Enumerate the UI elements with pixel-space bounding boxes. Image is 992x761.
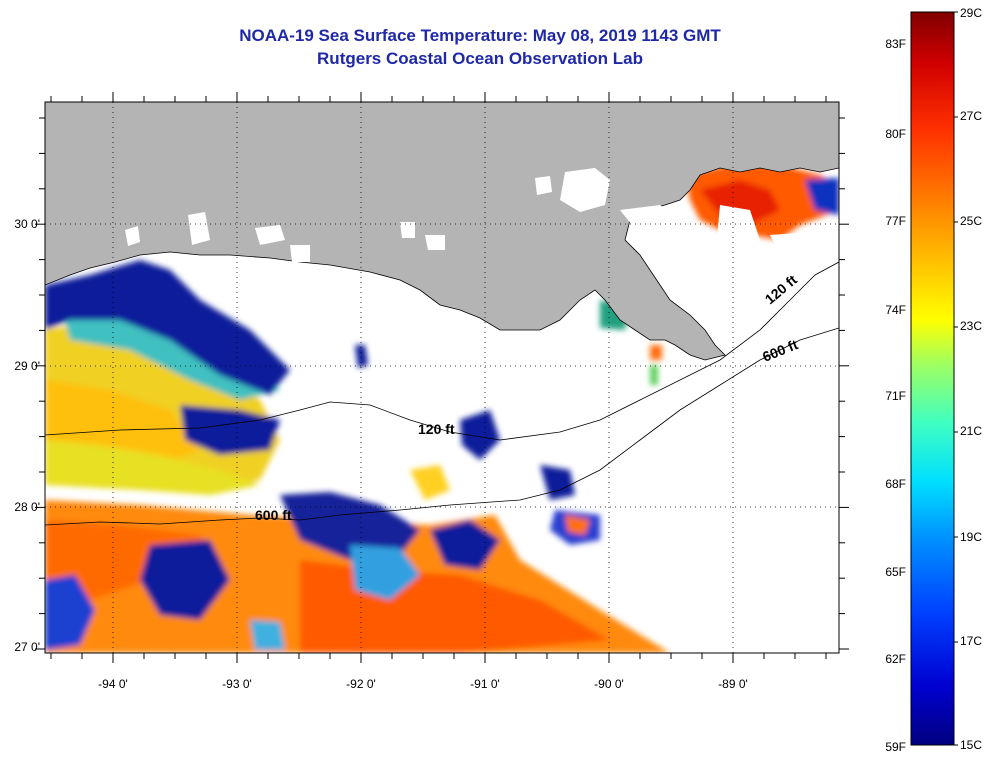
colorbar-fahrenheit-label: 83F: [885, 37, 906, 51]
lat-label: 29 0': [14, 359, 40, 373]
sst-data-layer: [45, 165, 839, 653]
lon-label: -92 0': [346, 677, 376, 691]
colorbar-fahrenheit-label: 59F: [885, 740, 906, 754]
contour-label-600ft-south: 600 ft: [255, 507, 292, 523]
colorbar-celsius-label: 27C: [960, 109, 982, 123]
inland-lakes: [125, 168, 839, 275]
colorbar-celsius-label: 29C: [960, 6, 982, 20]
contour-label-120ft-south: 120 ft: [418, 421, 455, 437]
colorbar-celsius-label: 21C: [960, 424, 982, 438]
lat-label: 28 0': [14, 500, 40, 514]
lon-label: -93 0': [222, 677, 252, 691]
colorbar: 29C 27C 25C 23C 21C 19C 17C 15C 83F 80F …: [885, 6, 982, 754]
land-mass: [45, 102, 839, 361]
colorbar-fahrenheit-label: 77F: [885, 214, 906, 228]
colorbar-fahrenheit-label: 62F: [885, 652, 906, 666]
colorbar-celsius-label: 17C: [960, 634, 982, 648]
latitude-labels: 30 0' 29 0' 28 0' 27 0': [14, 217, 40, 654]
colorbar-fahrenheit-label: 68F: [885, 477, 906, 491]
colorbar-scale: [910, 11, 955, 746]
colorbar-celsius-label: 23C: [960, 319, 982, 333]
graticule: [45, 102, 839, 653]
colorbar-celsius-label: 25C: [960, 214, 982, 228]
lon-label: -89 0': [718, 677, 748, 691]
colorbar-fahrenheit-label: 74F: [885, 303, 906, 317]
lat-label: 30 0': [14, 217, 40, 231]
map-title: NOAA-19 Sea Surface Temperature: May 08,…: [239, 26, 721, 45]
lon-label: -94 0': [98, 677, 128, 691]
lon-label: -91 0': [470, 677, 500, 691]
colorbar-fahrenheit-label: 65F: [885, 565, 906, 579]
lon-label: -90 0': [594, 677, 624, 691]
lat-label: 27 0': [14, 640, 40, 654]
map-subtitle: Rutgers Coastal Ocean Observation Lab: [317, 49, 643, 68]
contour-600ft: [45, 327, 839, 526]
axis-ticks: [35, 92, 849, 663]
longitude-labels: -94 0' -93 0' -92 0' -91 0' -90 0' -89 0…: [98, 677, 748, 691]
map-plot-area: 120 ft 600 ft 120 ft 600 ft: [45, 102, 839, 653]
contour-120ft: [45, 261, 839, 441]
colorbar-celsius-label: 19C: [960, 530, 982, 544]
colorbar-fahrenheit-label: 71F: [885, 389, 906, 403]
map-frame: [44, 101, 840, 654]
colorbar-celsius-label: 15C: [960, 738, 982, 752]
colorbar-fahrenheit-label: 80F: [885, 127, 906, 141]
bathymetry-contours: [45, 261, 839, 526]
